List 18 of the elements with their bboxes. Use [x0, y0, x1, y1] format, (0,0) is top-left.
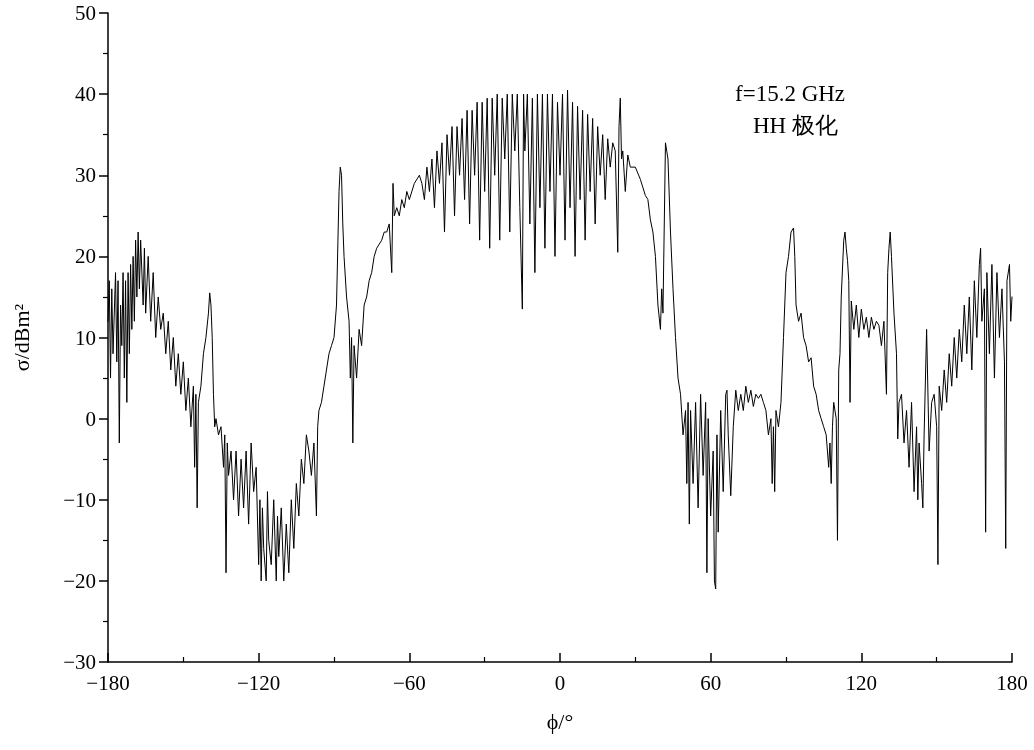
y-tick-label: 30 — [75, 163, 96, 188]
y-tick-label: 40 — [75, 82, 96, 107]
y-tick-label: 10 — [75, 325, 96, 350]
annotation: f=15.2 GHz — [735, 81, 846, 106]
y-tick-label: 20 — [75, 244, 96, 269]
x-tick-label: 60 — [700, 670, 722, 695]
x-tick-label: 180 — [996, 670, 1028, 695]
y-tick-label: −20 — [63, 568, 96, 593]
x-tick-label: 120 — [845, 670, 878, 695]
y-tick-label: 50 — [75, 1, 96, 25]
x-tick-label: −60 — [392, 670, 426, 695]
y-tick-label: −10 — [63, 487, 96, 512]
annotation: HH 极化 — [753, 113, 838, 138]
x-tick-label: −120 — [236, 670, 281, 695]
y-axis-title: σ/dBm² — [8, 303, 34, 372]
y-tick-label: 0 — [85, 406, 96, 431]
x-tick-label: 0 — [554, 670, 566, 695]
x-axis-title: ϕ/° — [546, 708, 574, 734]
